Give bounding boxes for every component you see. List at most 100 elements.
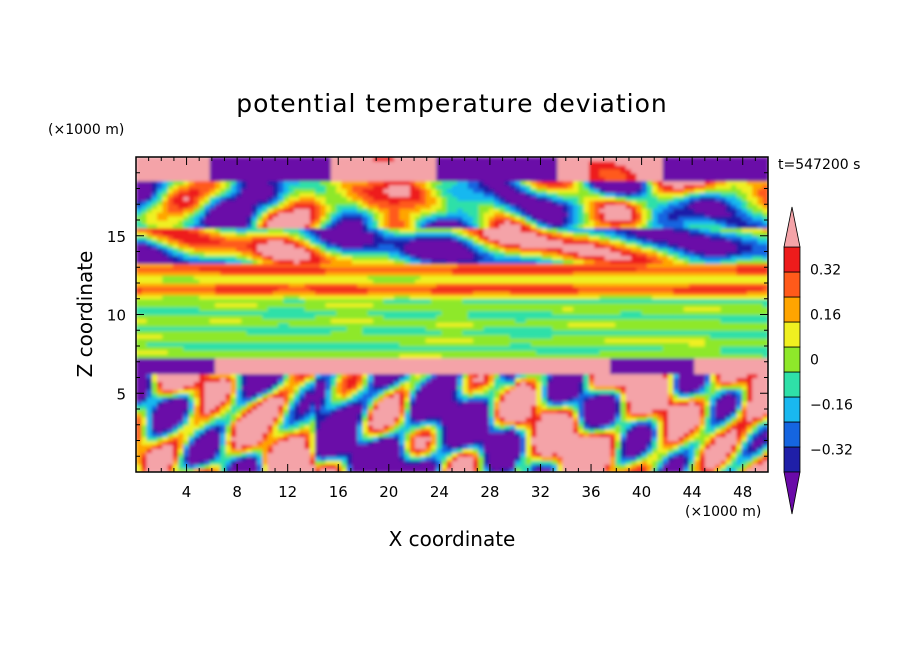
heatmap-cell bbox=[378, 334, 385, 339]
heatmap-cell bbox=[262, 444, 269, 449]
heatmap-cell bbox=[425, 208, 432, 213]
heatmap-cell bbox=[420, 208, 427, 213]
heatmap-cell bbox=[446, 271, 453, 276]
heatmap-cell bbox=[141, 176, 148, 182]
heatmap-cell bbox=[441, 204, 448, 209]
heatmap-cell bbox=[425, 200, 432, 205]
heatmap-cell bbox=[199, 342, 206, 347]
heatmap-cell bbox=[436, 243, 443, 249]
heatmap-cell bbox=[330, 381, 337, 386]
heatmap-cell bbox=[167, 369, 174, 375]
heatmap-cell bbox=[399, 416, 406, 422]
heatmap-cell bbox=[399, 468, 406, 472]
heatmap-cell bbox=[362, 464, 369, 469]
heatmap-cell bbox=[199, 468, 206, 472]
heatmap-cell bbox=[288, 164, 295, 170]
heatmap-cell bbox=[383, 412, 390, 418]
heatmap-cell bbox=[351, 275, 358, 280]
heatmap-cell bbox=[136, 160, 142, 166]
heatmap-cell bbox=[325, 172, 332, 178]
heatmap-cell bbox=[167, 346, 174, 351]
heatmap-cell bbox=[304, 267, 311, 272]
heatmap-cell bbox=[204, 290, 211, 296]
heatmap-cell bbox=[241, 251, 248, 257]
heatmap-cell bbox=[220, 251, 227, 257]
heatmap-cell bbox=[436, 326, 443, 331]
heatmap-cell bbox=[215, 334, 221, 339]
heatmap-cell bbox=[373, 397, 379, 402]
heatmap-cell bbox=[241, 416, 248, 422]
heatmap-cell bbox=[394, 306, 400, 312]
heatmap-cell bbox=[209, 416, 216, 422]
heatmap-cell bbox=[320, 200, 327, 205]
heatmap-cell bbox=[220, 381, 227, 386]
heatmap-cell bbox=[394, 184, 400, 190]
heatmap-cell bbox=[415, 409, 421, 414]
heatmap-cell bbox=[283, 468, 290, 472]
heatmap-cell bbox=[257, 412, 263, 418]
heatmap-cell bbox=[204, 271, 211, 276]
heatmap-cell bbox=[341, 263, 348, 268]
heatmap-cell bbox=[257, 452, 263, 457]
heatmap-cell bbox=[172, 157, 179, 162]
heatmap-cell bbox=[320, 204, 327, 209]
heatmap-cell bbox=[452, 369, 458, 375]
heatmap-cell bbox=[172, 405, 179, 410]
heatmap-cell bbox=[167, 275, 174, 280]
heatmap-cell bbox=[351, 424, 358, 430]
heatmap-cell bbox=[367, 377, 374, 383]
heatmap-cell bbox=[394, 164, 400, 170]
heatmap-cell bbox=[204, 314, 211, 320]
heatmap-cell bbox=[325, 440, 332, 446]
heatmap-cell bbox=[241, 385, 248, 390]
heatmap-cell bbox=[373, 334, 379, 339]
heatmap-cell bbox=[378, 227, 385, 233]
heatmap-cell bbox=[362, 353, 369, 359]
heatmap-cell bbox=[283, 192, 290, 197]
heatmap-cell bbox=[220, 424, 227, 430]
heatmap-cell bbox=[409, 239, 416, 245]
heatmap-cell bbox=[388, 330, 395, 335]
heatmap-cell bbox=[446, 460, 453, 465]
heatmap-cell bbox=[446, 353, 453, 359]
heatmap-cell bbox=[241, 223, 248, 229]
heatmap-cell bbox=[378, 160, 385, 166]
heatmap-cell bbox=[320, 353, 327, 359]
heatmap-cell bbox=[246, 235, 253, 241]
heatmap-cell bbox=[430, 275, 437, 280]
heatmap-cell bbox=[172, 361, 179, 367]
heatmap-cell bbox=[204, 361, 211, 367]
heatmap-cell bbox=[336, 346, 342, 351]
heatmap-cell bbox=[357, 346, 364, 351]
heatmap-cell bbox=[346, 306, 353, 312]
heatmap-cell bbox=[241, 204, 248, 209]
heatmap-cell bbox=[346, 326, 353, 331]
heatmap-cell bbox=[420, 357, 427, 363]
heatmap-cell bbox=[378, 259, 385, 264]
heatmap-cell bbox=[341, 227, 348, 233]
heatmap-cell bbox=[230, 377, 237, 383]
heatmap-cell bbox=[272, 401, 279, 406]
heatmap-cell bbox=[146, 275, 153, 280]
heatmap-cell bbox=[146, 456, 153, 461]
heatmap-cell bbox=[167, 247, 174, 253]
heatmap-cell bbox=[141, 385, 148, 390]
heatmap-cell bbox=[141, 349, 148, 355]
heatmap-cell bbox=[241, 263, 248, 268]
heatmap-cell bbox=[246, 196, 253, 201]
heatmap-cell bbox=[136, 220, 142, 225]
heatmap-cell bbox=[430, 200, 437, 205]
heatmap-cell bbox=[462, 389, 469, 394]
heatmap-cell bbox=[346, 342, 353, 347]
heatmap-cell bbox=[294, 172, 300, 178]
heatmap-cell bbox=[209, 279, 216, 284]
heatmap-cell bbox=[178, 267, 184, 272]
heatmap-cell bbox=[246, 377, 253, 383]
heatmap-cell bbox=[278, 318, 285, 323]
heatmap-cell bbox=[341, 424, 348, 430]
heatmap-cell bbox=[167, 298, 174, 304]
heatmap-cell bbox=[378, 393, 385, 398]
heatmap-cell bbox=[409, 176, 416, 182]
heatmap-cell bbox=[241, 227, 248, 233]
heatmap-cell bbox=[457, 227, 464, 233]
